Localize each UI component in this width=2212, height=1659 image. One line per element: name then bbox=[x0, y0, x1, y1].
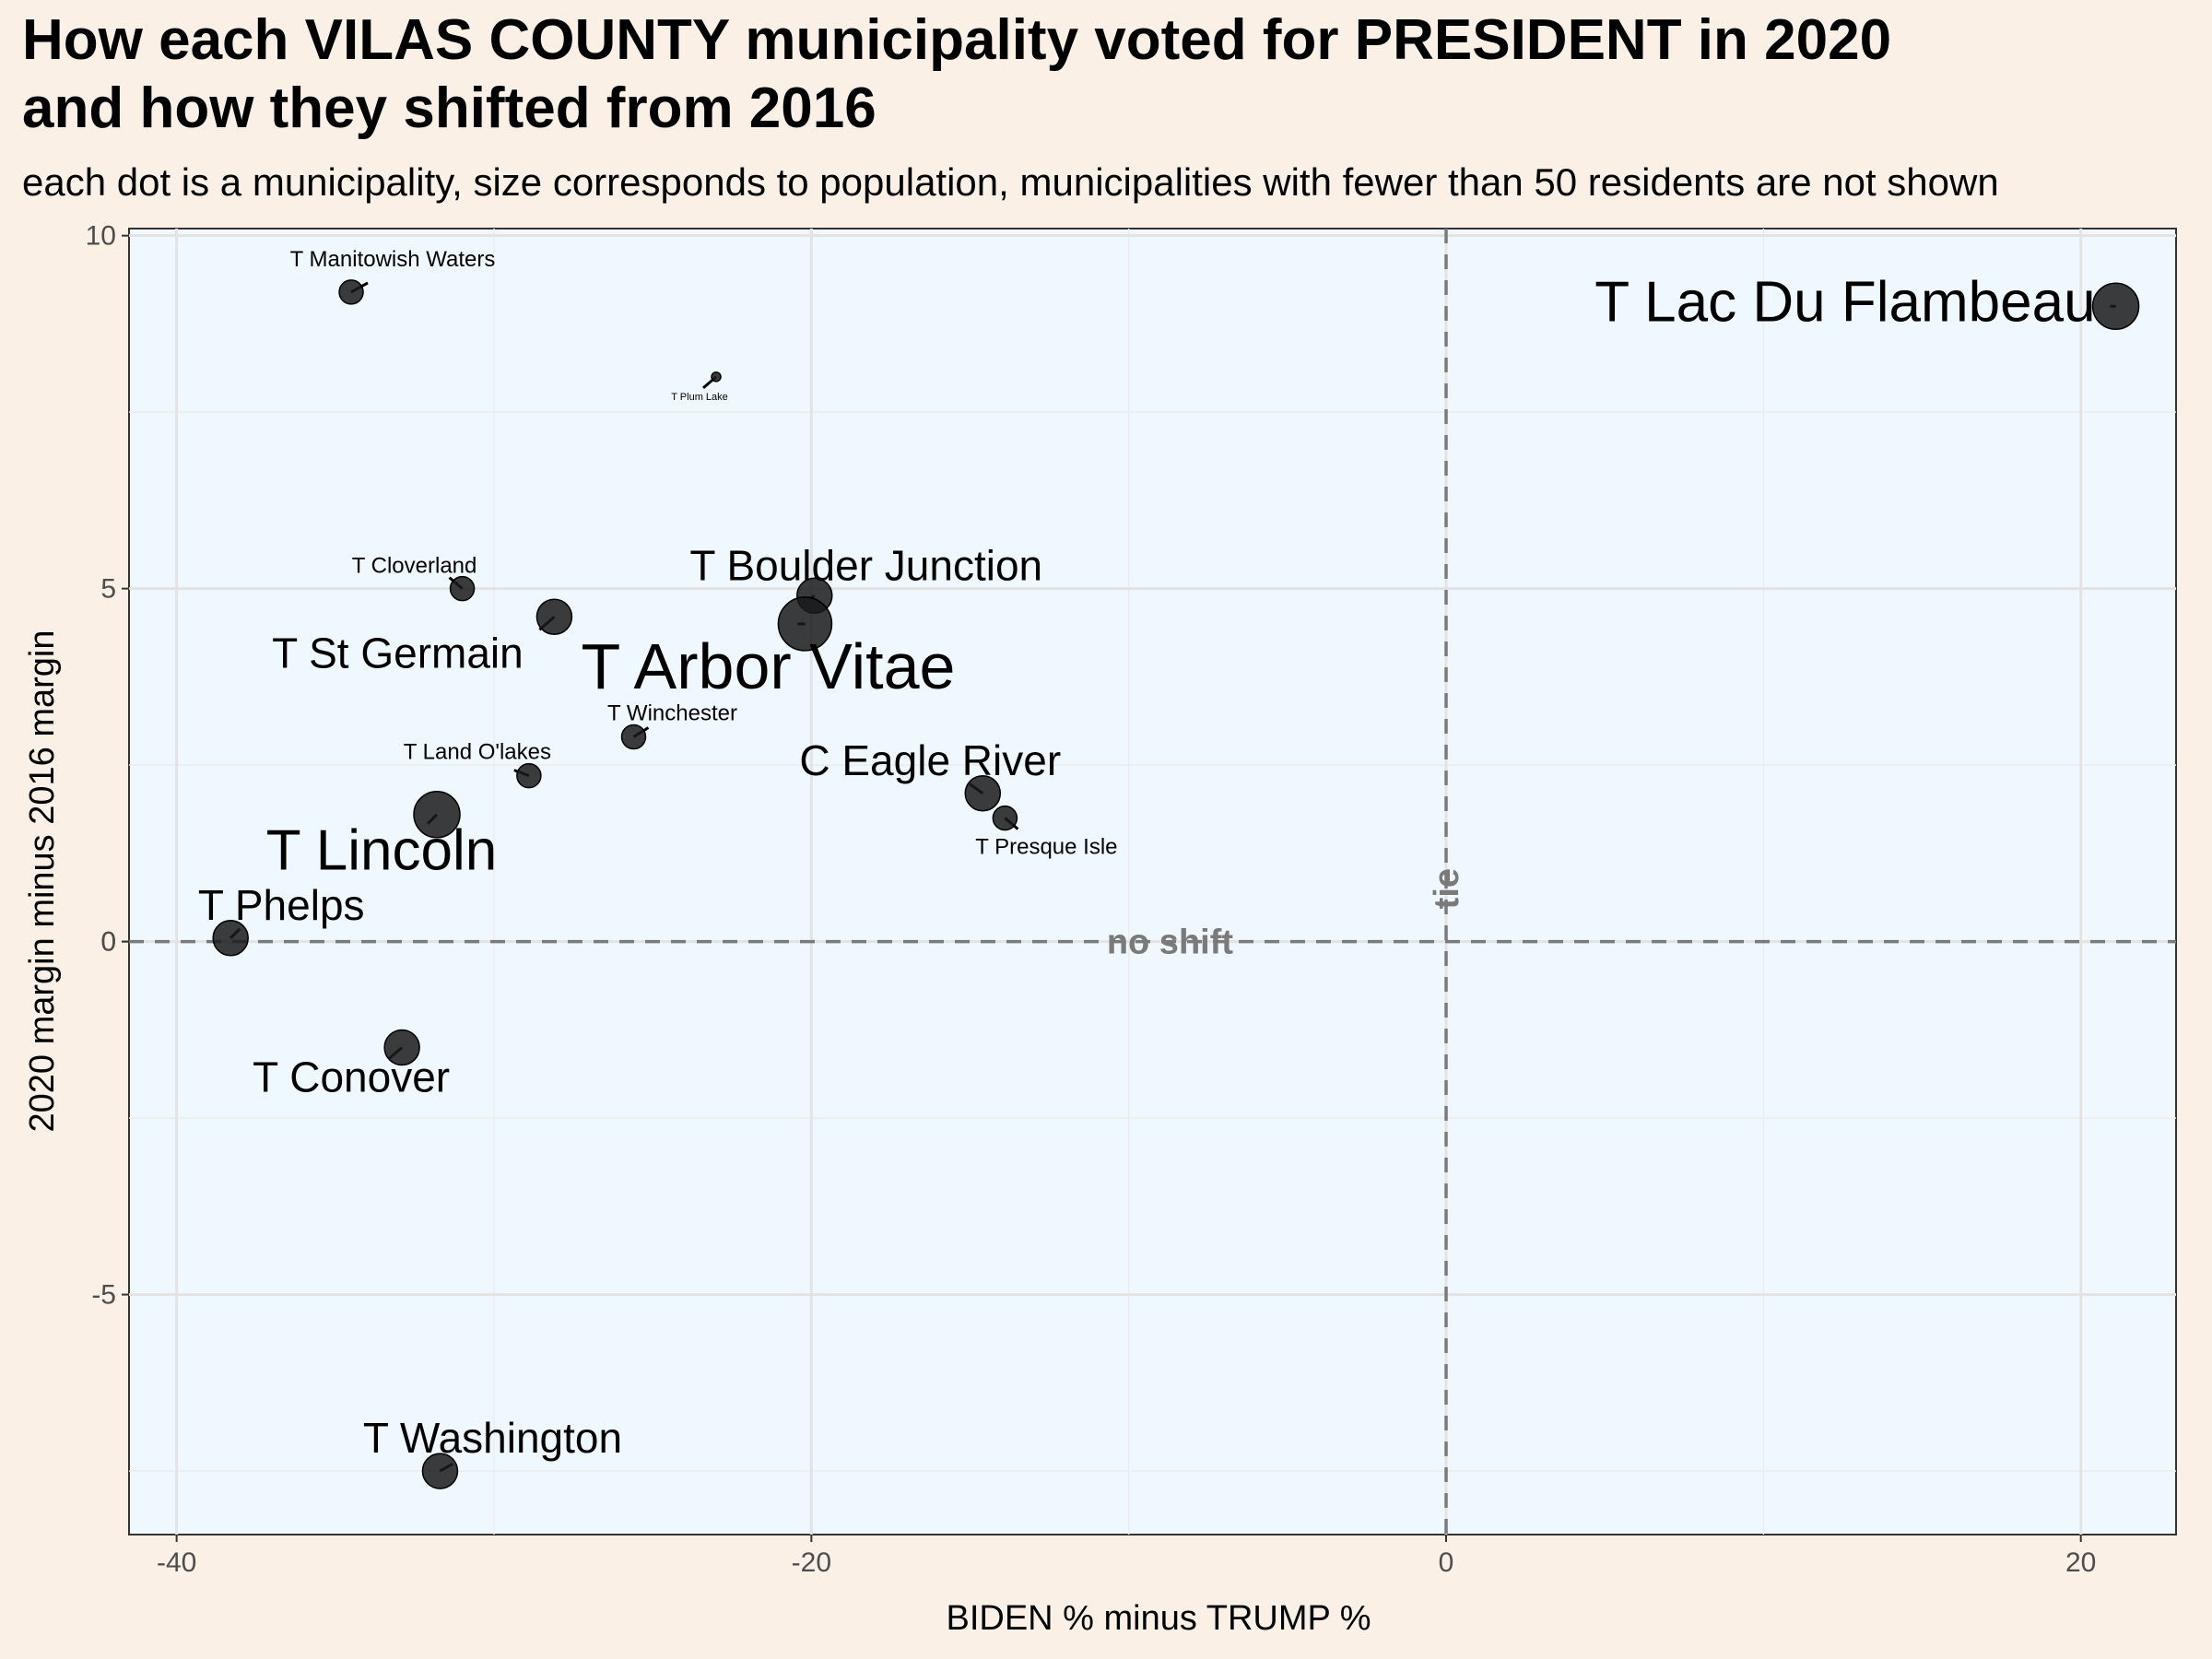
point-t-st-germain bbox=[535, 598, 573, 636]
plot-panel bbox=[128, 228, 2177, 1535]
label-t-plum-lake: T Plum Lake bbox=[671, 392, 728, 403]
point-t-lac-du-flambeau bbox=[2091, 282, 2140, 331]
label-t-phelps: T Phelps bbox=[198, 881, 365, 929]
point-t-manitowish-waters bbox=[338, 279, 364, 305]
point-t-winchester bbox=[620, 724, 647, 750]
chart-subtitle: each dot is a municipality, size corresp… bbox=[22, 160, 1999, 204]
label-t-boulder-junction: T Boulder Junction bbox=[689, 541, 1042, 589]
label-t-arbor-vitae: T Arbor Vitae bbox=[581, 630, 955, 702]
y-tick-label: 5 bbox=[100, 574, 116, 605]
x-tick-label: 0 bbox=[1439, 1547, 1454, 1578]
label-t-land-o-lakes: T Land O'lakes bbox=[404, 740, 551, 765]
y-tick-label: 10 bbox=[86, 221, 116, 252]
point-t-washington bbox=[421, 1453, 459, 1489]
label-t-lincoln: T Lincoln bbox=[266, 819, 497, 883]
label-t-winchester: T Winchester bbox=[607, 700, 737, 725]
label-t-lac-du-flambeau: T Lac Du Flambeau bbox=[1594, 271, 2095, 335]
point-t-plum-lake bbox=[711, 371, 722, 382]
label-t-manitowish-waters: T Manitowish Waters bbox=[290, 247, 496, 272]
chart-title-line1: How each VILAS COUNTY municipality voted… bbox=[22, 8, 1891, 72]
y-axis-title: 2020 margin minus 2016 margin bbox=[23, 630, 62, 1133]
x-tick-label: 20 bbox=[2065, 1547, 2096, 1578]
point-t-presque-isle bbox=[992, 805, 1018, 831]
point-t-arbor-vitae bbox=[777, 596, 833, 652]
point-t-cloverland bbox=[449, 575, 476, 602]
label-t-conover: T Conover bbox=[253, 1053, 450, 1100]
chart-title-line2: and how they shifted from 2016 bbox=[22, 76, 877, 140]
label-t-presque-isle: T Presque Isle bbox=[975, 835, 1117, 860]
label-t-cloverland: T Cloverland bbox=[352, 554, 477, 579]
label-t-washington: T Washington bbox=[363, 1414, 622, 1462]
reference-lines: tie no shift bbox=[129, 229, 2176, 1535]
no-shift-label: no shift bbox=[1107, 924, 1234, 962]
y-tick-label: 0 bbox=[100, 927, 116, 958]
y-tick-label: 0 bbox=[100, 927, 116, 958]
label-t-st-germain: T St Germain bbox=[272, 629, 524, 677]
point-t-phelps bbox=[212, 920, 249, 957]
point-t-lincoln bbox=[413, 790, 461, 839]
x-axis-title: BIDEN % minus TRUMP % bbox=[946, 1599, 1371, 1638]
x-tick-label: -20 bbox=[792, 1547, 831, 1578]
data-points bbox=[212, 279, 2140, 1489]
y-tick-label: -5 bbox=[91, 1280, 116, 1311]
tie-label: tie bbox=[1428, 868, 1466, 909]
point-t-conover bbox=[383, 1029, 420, 1066]
point-c-eagle-river bbox=[964, 775, 1002, 812]
x-tick-label: -40 bbox=[157, 1547, 196, 1578]
point-t-land-o-lakes bbox=[516, 762, 542, 789]
point-labels: T Lac Du Flambeau T Manitowish Waters T Pl… bbox=[198, 247, 2096, 1462]
label-c-eagle-river: C Eagle River bbox=[799, 736, 1061, 784]
